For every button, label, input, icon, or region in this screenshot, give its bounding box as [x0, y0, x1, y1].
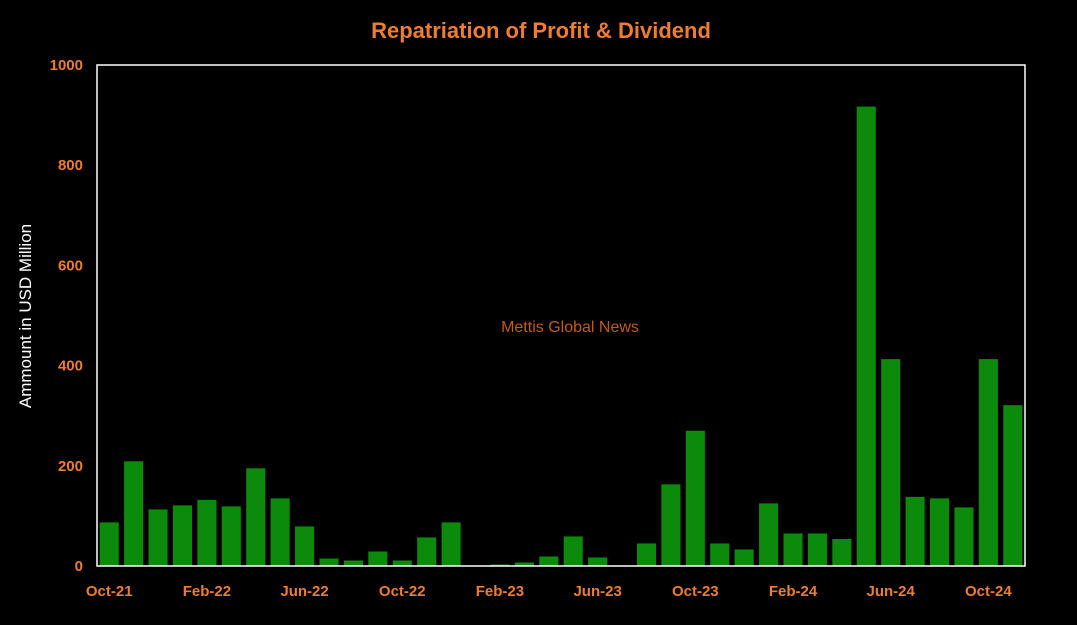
x-tick-label: Jun-23: [573, 583, 621, 600]
bar-jul-24: [905, 496, 925, 566]
bars: [99, 106, 1023, 567]
bar-may-22: [270, 498, 290, 566]
y-axis-label: Ammount in USD Million: [16, 224, 35, 408]
x-axis: Oct-21 Feb-22 Jun-22 Oct-22 Feb-23 Jun-23 Oct-…: [86, 583, 1013, 600]
bar-apr-23: [539, 556, 559, 566]
bar-oct-23: [685, 430, 705, 566]
x-tick-label: Oct-24: [965, 583, 1012, 600]
bar-sep-22: [368, 551, 388, 566]
bar-jan-24: [759, 503, 779, 567]
bar-nov-24: [1003, 405, 1023, 566]
bar-mar-24: [807, 533, 827, 566]
bar-jul-22: [319, 558, 339, 566]
bar-sep-24: [954, 507, 974, 566]
bar-jan-22: [172, 505, 192, 566]
bar-sep-23: [661, 484, 681, 566]
bar-oct-21: [99, 522, 119, 566]
bar-apr-24: [832, 538, 852, 566]
bar-aug-24: [930, 498, 950, 566]
y-tick-label: 600: [58, 257, 83, 274]
y-axis: 0 200 400 600 800 1000: [50, 57, 83, 575]
x-tick-label: Oct-22: [379, 583, 426, 600]
bar-mar-22: [221, 506, 241, 566]
bar-apr-22: [246, 468, 266, 566]
x-tick-label: Oct-21: [86, 583, 133, 600]
bar-jun-24: [881, 359, 901, 566]
y-tick-label: 1000: [50, 57, 83, 74]
bar-aug-23: [636, 543, 656, 566]
y-tick-label: 200: [58, 458, 83, 475]
bar-feb-22: [197, 499, 217, 566]
bar-oct-22: [392, 560, 412, 566]
bar-mar-23: [514, 562, 534, 566]
bar-nov-21: [124, 461, 144, 566]
y-tick-label: 400: [58, 358, 83, 375]
bar-dec-21: [148, 509, 168, 566]
bar-may-23: [563, 536, 583, 566]
y-tick-label: 0: [75, 558, 83, 575]
x-tick-label: Oct-23: [672, 583, 719, 600]
y-tick-label: 800: [58, 157, 83, 174]
plot-frame: [96, 64, 1026, 567]
bar-feb-24: [783, 533, 803, 566]
bar-dec-22: [441, 522, 461, 566]
bar-may-24: [856, 106, 876, 566]
bar-jun-22: [295, 526, 315, 566]
x-tick-label: Jun-22: [280, 583, 328, 600]
chart-title: Repatriation of Profit & Dividend: [371, 18, 711, 43]
bar-oct-24: [978, 359, 998, 566]
x-tick-label: Feb-22: [183, 583, 231, 600]
watermark-text: Mettis Global News: [501, 319, 639, 336]
x-tick-label: Feb-24: [769, 583, 818, 600]
bar-nov-23: [710, 543, 730, 566]
x-tick-label: Feb-23: [476, 583, 524, 600]
bar-nov-22: [417, 537, 437, 566]
x-tick-label: Jun-24: [867, 583, 916, 600]
bar-dec-23: [734, 549, 754, 566]
bar-jun-23: [588, 557, 608, 566]
bar-aug-22: [343, 560, 363, 566]
